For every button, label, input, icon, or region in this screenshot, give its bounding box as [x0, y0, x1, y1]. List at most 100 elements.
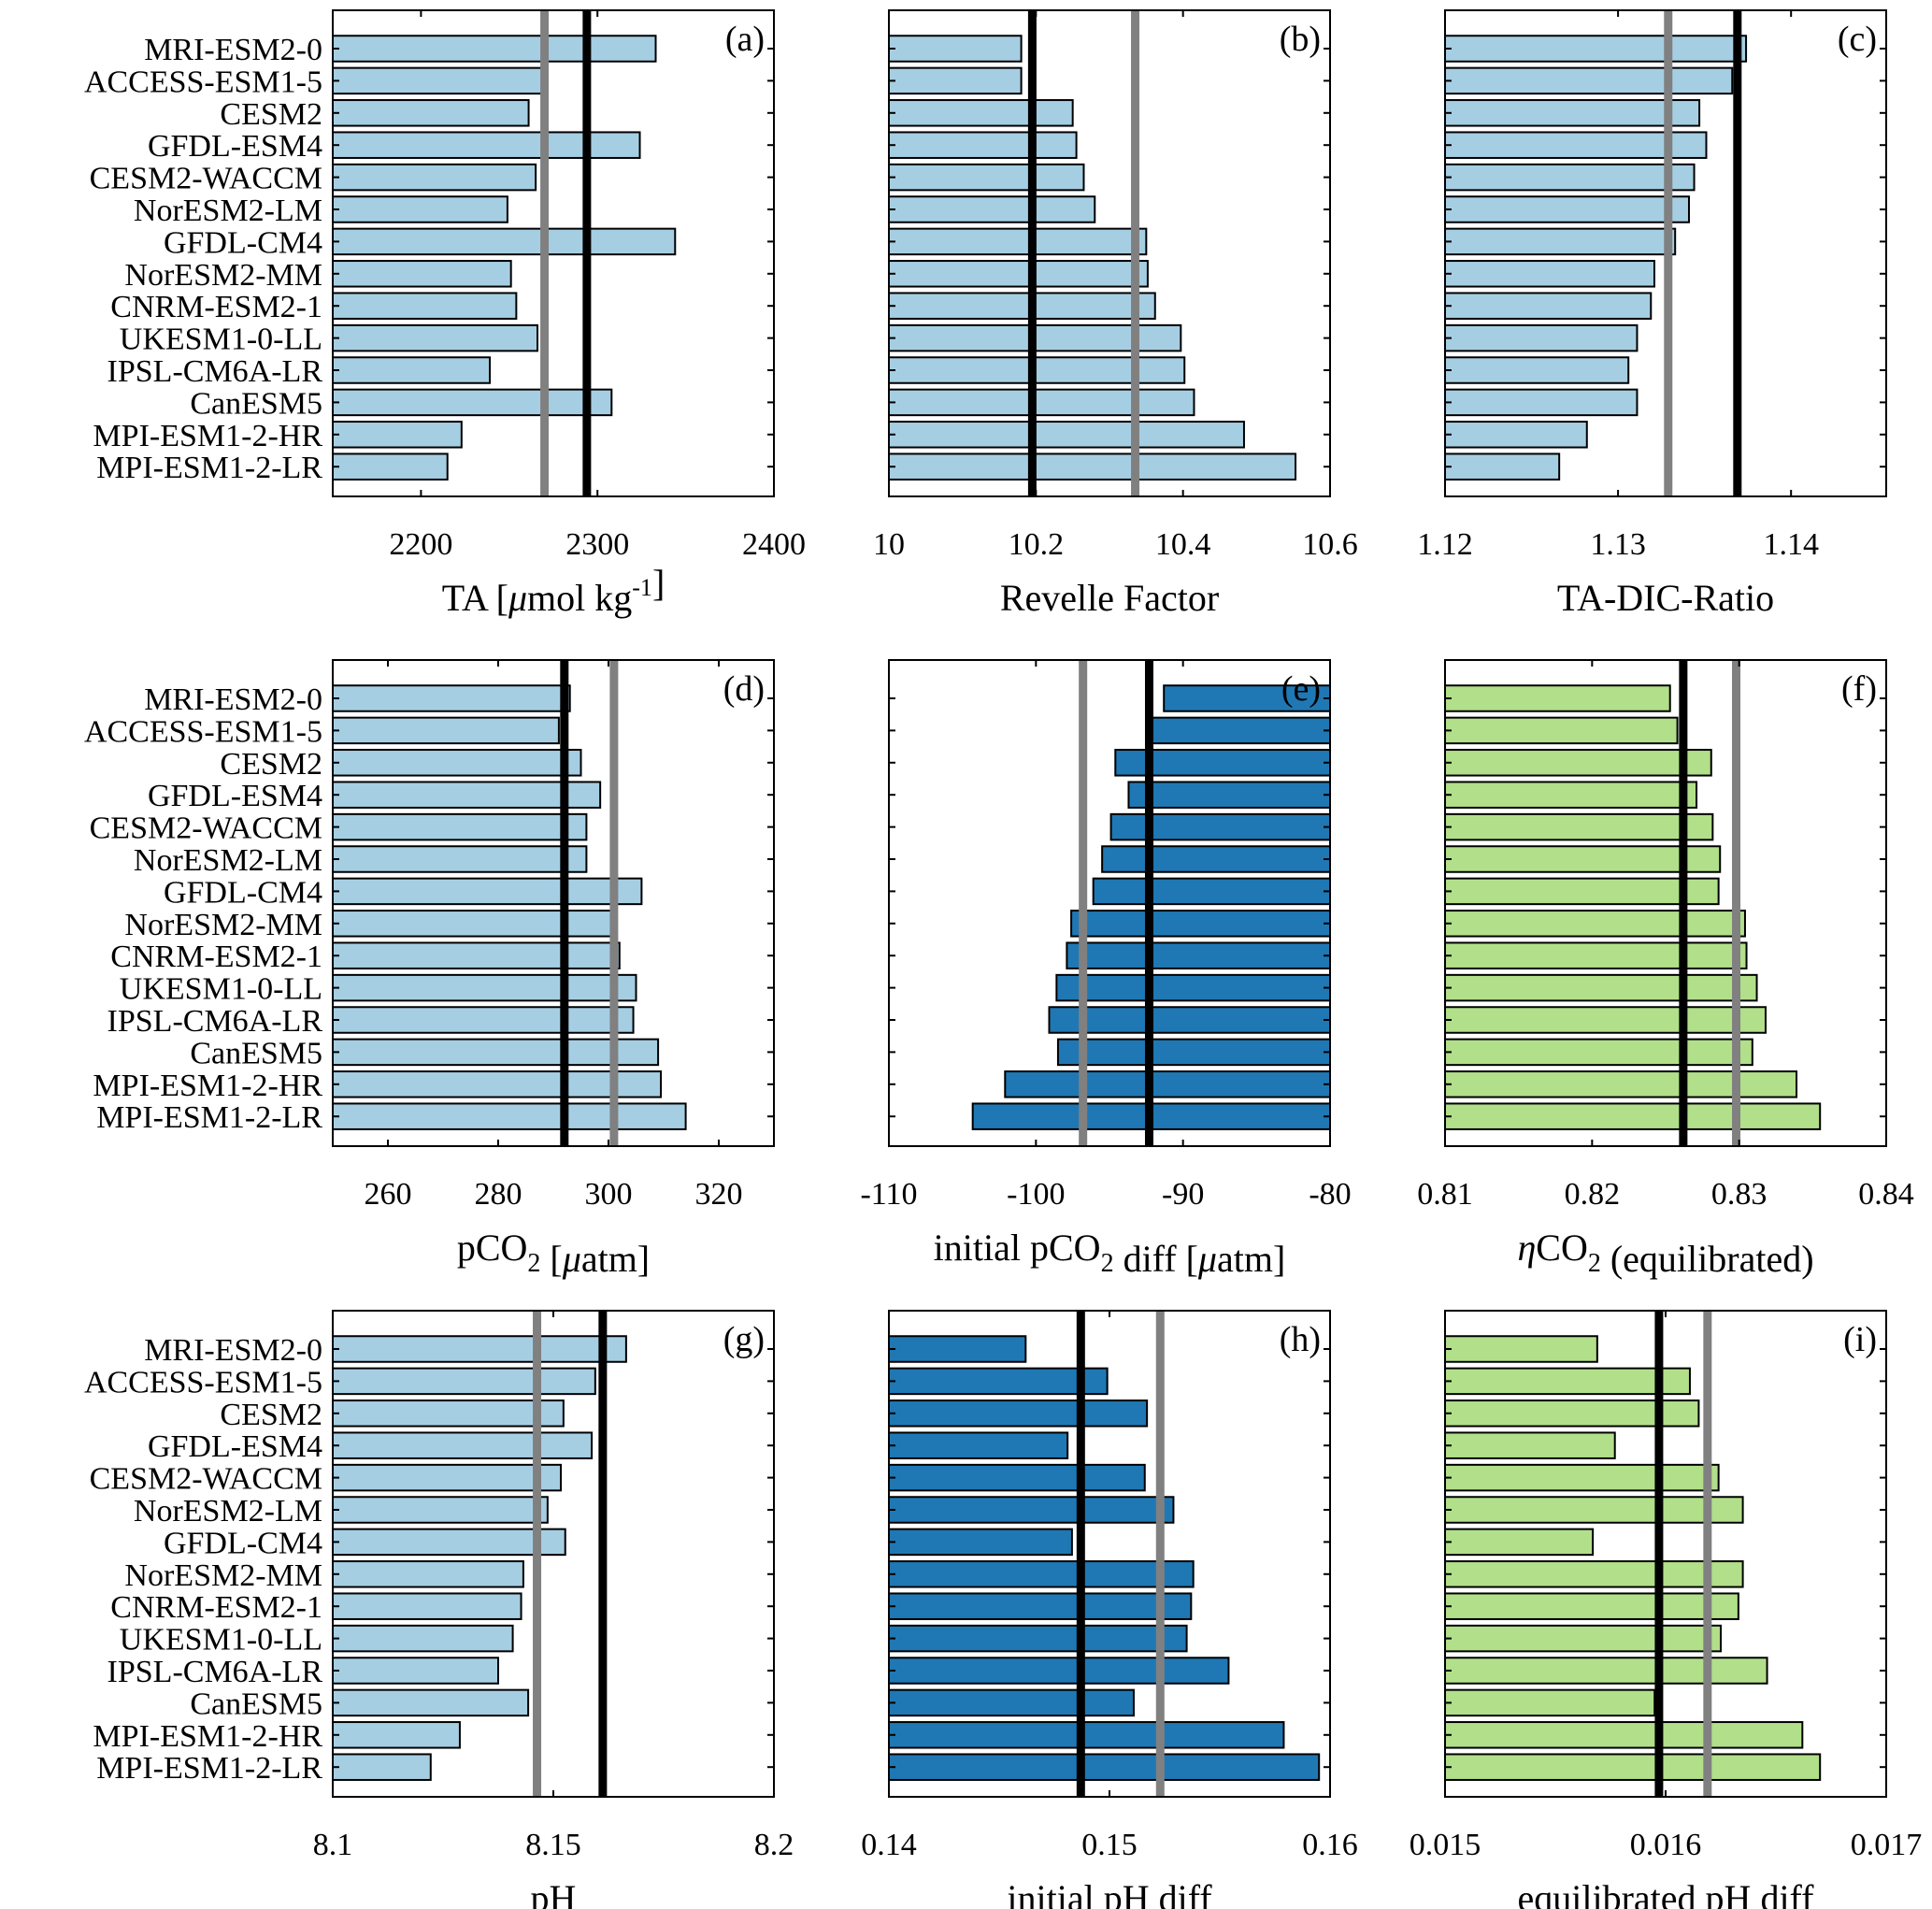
bar-a-5 — [332, 163, 537, 192]
bar-h-7 — [888, 1528, 1073, 1557]
panel-label-e: (e) — [1281, 669, 1321, 709]
bar-b-11 — [888, 356, 1186, 384]
bar-i-7 — [1444, 1528, 1595, 1557]
x-tick-label-d: 280 — [475, 1177, 522, 1212]
bar-e-9 — [1066, 941, 1331, 969]
bar-g-5 — [332, 1463, 563, 1492]
y-tick-label-model: CESM2-WACCM — [90, 811, 322, 846]
bar-i-8 — [1444, 1560, 1744, 1588]
bar-h-3 — [888, 1399, 1149, 1428]
bar-e-7 — [1092, 877, 1332, 906]
panel-label-c: (c) — [1838, 20, 1877, 59]
bar-h-6 — [888, 1496, 1175, 1524]
bar-a-11 — [332, 356, 492, 384]
axes-box-b — [888, 9, 1331, 497]
x-tick-label-a: 2300 — [565, 527, 629, 562]
bar-c-7 — [1444, 227, 1677, 256]
y-tick-label-model: CNRM-ESM2-1 — [110, 1590, 322, 1625]
y-tick-label-model: IPSL-CM6A-LR — [107, 1004, 323, 1039]
y-tick-label-model: CanESM5 — [190, 386, 322, 421]
bar-d-7 — [332, 877, 643, 906]
bar-c-5 — [1444, 163, 1696, 192]
bar-b-9 — [888, 292, 1156, 320]
x-axis-label-part: pCO — [457, 1227, 528, 1269]
x-axis-label-part: initial pH diff — [1007, 1877, 1212, 1909]
bar-d-9 — [332, 941, 621, 969]
bar-g-1 — [332, 1335, 627, 1363]
x-tick-label-f: 0.84 — [1858, 1177, 1914, 1212]
bar-b-4 — [888, 131, 1078, 159]
x-axis-label-part: atm] — [1217, 1238, 1285, 1280]
x-axis-label-i: equilibrated pH diff — [1518, 1877, 1815, 1909]
x-tick-label-b: 10.2 — [1009, 527, 1065, 562]
bar-h-11 — [888, 1657, 1230, 1685]
y-tick-label-model: IPSL-CM6A-LR — [107, 1655, 323, 1689]
y-tick-label-model: UKESM1-0-LL — [120, 972, 322, 1007]
y-tick-label-model: NorESM2-LM — [134, 1494, 322, 1529]
y-tick-label-model: MPI-ESM1-2-HR — [93, 1719, 322, 1754]
bar-f-8 — [1444, 910, 1746, 938]
x-axis-label-part: TA [ — [442, 577, 508, 619]
bar-i-1 — [1444, 1335, 1598, 1363]
bar-d-13 — [332, 1070, 663, 1098]
x-axis-label-d: pCO2 [μatm] — [457, 1227, 650, 1280]
bar-a-8 — [332, 260, 512, 288]
bar-i-11 — [1444, 1657, 1768, 1685]
bar-g-8 — [332, 1560, 524, 1588]
x-tick-label-c: 1.12 — [1417, 527, 1473, 562]
panel-label-a: (a) — [725, 20, 765, 59]
y-tick-label-model: MPI-ESM1-2-HR — [93, 419, 322, 453]
x-axis-label-part: initial pCO — [934, 1227, 1101, 1269]
x-axis-label-a: TA [μmol kg-1] — [442, 562, 665, 619]
x-axis-label-part: mol kg — [527, 577, 632, 619]
panel-label-h: (h) — [1280, 1320, 1321, 1359]
x-tick-label-f: 0.83 — [1711, 1177, 1767, 1212]
x-tick-label-h: 0.14 — [861, 1828, 917, 1862]
x-axis-label-part: TA-DIC-Ratio — [1557, 577, 1774, 619]
bar-f-12 — [1444, 1038, 1753, 1067]
bar-h-2 — [888, 1367, 1109, 1396]
bar-b-13 — [888, 421, 1245, 449]
bar-e-10 — [1055, 973, 1331, 1002]
axes-box-c — [1444, 9, 1887, 497]
bar-b-6 — [888, 195, 1096, 223]
x-tick-label-c: 1.14 — [1763, 527, 1819, 562]
panel-label-b: (b) — [1280, 20, 1321, 59]
panel-g: 8.1 8.15 8.2MRI-ESM2-0ACCESS-ESM1-5CESM2GF… — [84, 1310, 794, 1909]
bar-h-10 — [888, 1624, 1188, 1653]
bar-h-12 — [888, 1688, 1135, 1717]
x-tick-label-d: 260 — [365, 1177, 412, 1212]
panel-c: 1.12 1.13 1.14 (c) TA-DIC-Ratio — [1417, 9, 1887, 619]
bar-d-8 — [332, 910, 615, 938]
x-tick-label-b: 10 — [873, 527, 905, 562]
bar-g-12 — [332, 1688, 530, 1717]
bar-g-4 — [332, 1431, 594, 1459]
x-tick-label-g: 8.1 — [313, 1828, 353, 1862]
bar-i-13 — [1444, 1721, 1804, 1749]
y-tick-label-model: MRI-ESM2-0 — [144, 682, 322, 717]
x-tick-label-d: 300 — [585, 1177, 633, 1212]
x-axis-label-g: pH — [531, 1877, 577, 1909]
panel-a: 2200 2300 2400MRI-ESM2-0ACCESS-ESM1-5CESM2… — [84, 9, 806, 619]
x-axis-label-part: η — [1517, 1227, 1536, 1269]
x-tick-label-h: 0.16 — [1302, 1828, 1358, 1862]
panel-label-g: (g) — [723, 1320, 765, 1359]
bar-c-8 — [1444, 260, 1655, 288]
y-tick-label-model: CanESM5 — [190, 1036, 322, 1070]
bar-d-10 — [332, 973, 637, 1002]
bar-f-11 — [1444, 1006, 1767, 1034]
y-tick-label-model: ACCESS-ESM1-5 — [84, 1365, 322, 1399]
bar-f-1 — [1444, 684, 1671, 712]
bar-c-12 — [1444, 388, 1639, 417]
x-axis-label-part: μ — [508, 577, 527, 619]
bar-c-11 — [1444, 356, 1630, 384]
bar-g-2 — [332, 1367, 596, 1396]
y-tick-label-model: GFDL-CM4 — [164, 875, 322, 910]
y-tick-label-model: NorESM2-MM — [124, 908, 322, 942]
y-tick-label-model: UKESM1-0-LL — [120, 1623, 322, 1658]
x-tick-label-g: 8.15 — [525, 1828, 581, 1862]
bar-b-7 — [888, 227, 1148, 256]
bar-g-13 — [332, 1721, 461, 1749]
bar-b-14 — [888, 452, 1297, 481]
bar-e-12 — [1056, 1038, 1332, 1067]
